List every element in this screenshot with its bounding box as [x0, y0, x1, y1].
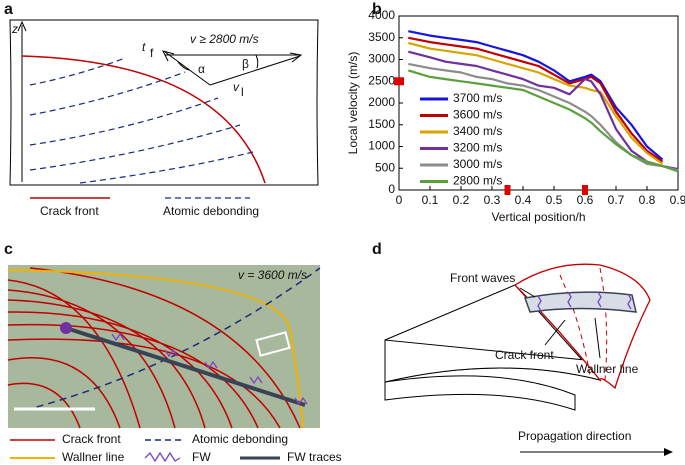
pointer: [519, 287, 536, 298]
y-tick-label: 4000: [368, 8, 395, 22]
panel-letter: b: [372, 1, 382, 18]
y-axis-label: Local velocity (m/s): [346, 52, 360, 155]
x-tick-label: 0.9: [670, 193, 685, 207]
y-tick-label: 1500: [368, 117, 395, 131]
vl-sub: l: [241, 85, 244, 99]
pointer: [544, 319, 566, 346]
legend-label: Crack front: [40, 204, 99, 218]
crack-front: [559, 274, 591, 376]
specimen-box: [9, 19, 319, 186]
y-tick-label: 1000: [368, 139, 395, 153]
y-tick-label: 2500: [368, 73, 395, 87]
crack-front: [21, 55, 266, 184]
x-tick-label: 0.1: [422, 193, 439, 207]
series-line: [408, 36, 664, 163]
micrograph: [8, 265, 320, 428]
tf-sub: f: [150, 46, 154, 60]
specimen-3d: [384, 284, 602, 411]
panel-a: a z v ≥ 2800 m/s t f α β v l Crack front…: [4, 1, 319, 218]
x-tick-label: 0.4: [515, 193, 532, 207]
legend-line: [144, 451, 181, 463]
legend-label: Wallner line: [62, 450, 125, 464]
vl-label: v: [233, 80, 240, 94]
series-line: [408, 41, 664, 165]
wallner-band: [523, 291, 637, 313]
x-tick-label: 0.2: [453, 193, 470, 207]
series-line: [408, 30, 664, 161]
x-tick-label: 0.7: [608, 193, 625, 207]
velocity-triangle: [162, 50, 303, 86]
x-tick-label: 0.8: [639, 193, 656, 207]
label: Crack front: [495, 348, 554, 362]
x-axis-label: Vertical position/h: [491, 210, 585, 224]
arrow-head: [17, 20, 27, 32]
legend-label: 3600 m/s: [453, 108, 502, 122]
y-tick-label: 3000: [368, 52, 395, 66]
legend-label: Crack front: [62, 432, 121, 446]
debonding-lines: [29, 57, 254, 184]
arrow-head: [664, 448, 673, 456]
x-tick-label: 0.5: [546, 193, 563, 207]
label: Wallner line: [576, 362, 639, 376]
legend-label: FW: [192, 450, 211, 464]
fw-trace: [65, 326, 306, 407]
label: Propagation direction: [518, 429, 631, 443]
axis-marker: [504, 185, 511, 195]
legend-label: 3400 m/s: [453, 124, 502, 138]
panel-d: d Front waves Crack front Wallner line P…: [372, 241, 673, 456]
legend-label: 3200 m/s: [453, 141, 502, 155]
series-line: [407, 69, 679, 173]
inset-box: [255, 331, 291, 357]
legend-label: 2800 m/s: [453, 174, 502, 188]
speed-label: v ≥ 2800 m/s: [190, 32, 259, 46]
front-waves: [537, 291, 632, 312]
alpha-label: α: [198, 62, 205, 76]
panel-letter: d: [372, 241, 382, 258]
x-tick-label: 0: [396, 193, 403, 207]
axis-marker: [582, 185, 588, 195]
y-tick-label: 3500: [368, 30, 395, 44]
wallner-line: [7, 269, 304, 429]
x-tick-label: 0.3: [484, 193, 501, 207]
label: Front waves: [450, 271, 515, 285]
plot-frame: [398, 15, 679, 191]
series-line: [408, 50, 679, 171]
legend-label: 3700 m/s: [453, 91, 502, 105]
y-tick-label: 2000: [368, 95, 395, 109]
y-tick-label: 500: [375, 160, 395, 174]
panel-c: c v = 3600 m/s Crack front Atomic debond…: [4, 241, 342, 464]
panel-letter: c: [4, 241, 13, 258]
legend-label: 3000 m/s: [453, 157, 502, 171]
panel-b: b 0 500 1000 1500 2000 2500 3000 3500 4000 0 0.1 0.2…: [346, 1, 685, 224]
fw-markers: [111, 332, 308, 406]
fw-origin: [60, 322, 72, 334]
speed-label: v = 3600 m/s: [238, 268, 307, 282]
tf-label: t: [142, 40, 146, 54]
legend-label: FW traces: [287, 450, 342, 464]
crack-fronts: [7, 267, 301, 429]
axis-label: z: [11, 22, 18, 36]
panel-letter: a: [4, 1, 13, 18]
y-tick-label: 0: [388, 182, 395, 196]
legend-label: Atomic debonding: [163, 204, 259, 218]
pointer: [594, 317, 601, 359]
crack-front: [599, 267, 608, 381]
x-tick-label: 0.6: [577, 193, 594, 207]
beta-label: β: [242, 57, 249, 71]
axis-marker: [394, 77, 404, 86]
legend-label: Atomic debonding: [192, 432, 288, 446]
